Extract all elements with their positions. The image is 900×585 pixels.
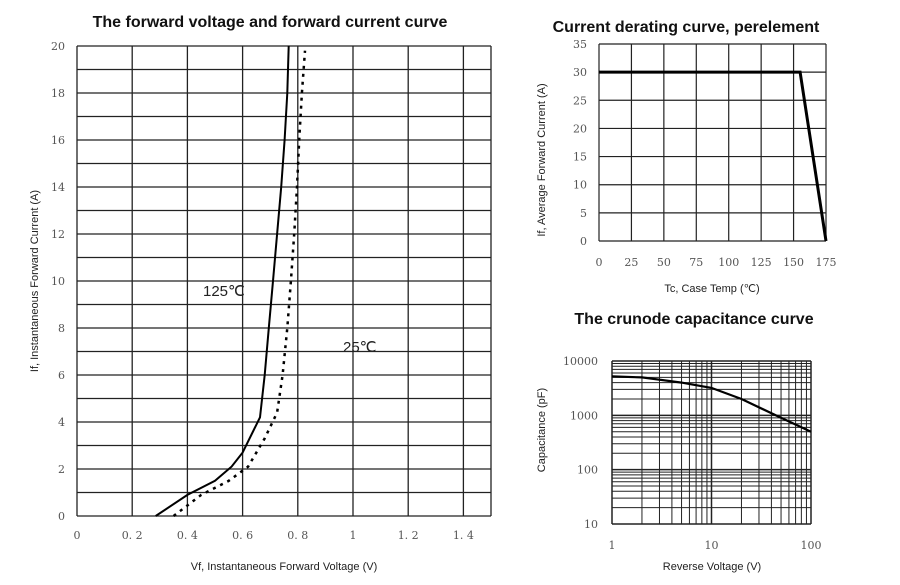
chart2-ytick-label: 30 xyxy=(573,66,587,79)
chart2-ytick-label: 0 xyxy=(580,235,587,248)
chart1-ytick-label: 12 xyxy=(51,228,65,241)
chart2-ytick-label: 35 xyxy=(573,38,587,51)
chart2-xlabel: Tc, Case Temp (℃) xyxy=(664,283,759,295)
chart1-xtick-label: 0. 8 xyxy=(287,529,308,542)
chart1-series-label-25: 25℃ xyxy=(343,339,377,356)
chart1-ytick-label: 2 xyxy=(58,463,65,476)
chart1-xlabel: Vf, Instantaneous Forward Voltage (V) xyxy=(191,561,378,573)
chart1-xtick-label: 1 xyxy=(350,529,357,542)
chart1-xtick-label: 0. 6 xyxy=(232,529,253,542)
chart1-xtick-label: 1. 4 xyxy=(453,529,474,542)
chart2-ytick-label: 5 xyxy=(580,207,587,220)
chart1-ytick-label: 14 xyxy=(51,181,65,194)
chart3-xtick-label: 100 xyxy=(801,539,822,552)
chart1-series-label-125: 125℃ xyxy=(203,283,245,300)
chart3-xtick-label: 10 xyxy=(705,539,719,552)
chart2-xtick-label: 175 xyxy=(816,256,837,269)
chart1-ytick-label: 6 xyxy=(58,369,65,382)
chart2-ytick-label: 25 xyxy=(573,94,587,107)
chart1-ylabel: If, Instantaneous Forward Current (A) xyxy=(29,190,41,372)
chart2-xtick-label: 125 xyxy=(751,256,772,269)
chart3-ylabel: Capacitance (pF) xyxy=(536,388,548,472)
chart2-xtick-label: 100 xyxy=(718,256,739,269)
chart3-ytick-label: 10000 xyxy=(563,355,598,368)
chart3-ytick-label: 1000 xyxy=(570,409,598,422)
chart2-xtick-label: 50 xyxy=(657,256,671,269)
chart2-xtick-label: 0 xyxy=(596,256,603,269)
chart1-ytick-label: 18 xyxy=(51,87,65,100)
chart1-title: The forward voltage and forward current … xyxy=(93,14,448,31)
chart3-xtick-label: 1 xyxy=(609,539,616,552)
chart2-xtick-label: 25 xyxy=(624,256,638,269)
chart3-title: The crunode capacitance curve xyxy=(574,311,813,328)
chart3-ytick-label: 100 xyxy=(577,464,598,477)
chart1-ytick-label: 20 xyxy=(51,40,65,53)
chart1-ytick-label: 8 xyxy=(58,322,65,335)
chart2-title: Current derating curve, perelement xyxy=(553,19,820,36)
chart1-xtick-label: 0 xyxy=(74,529,81,542)
chart1-series-125C-line xyxy=(155,45,290,517)
chart1-xtick-label: 0. 2 xyxy=(122,529,143,542)
chart1-series-25C-line xyxy=(172,50,307,517)
chart2-xtick-label: 75 xyxy=(689,256,703,269)
chart1-ytick-label: 16 xyxy=(51,134,65,147)
chart2-ytick-label: 20 xyxy=(573,122,587,135)
chart3-xlabel: Reverse Voltage (V) xyxy=(663,561,761,573)
chart1-xtick-label: 1. 2 xyxy=(398,529,419,542)
chart1-ytick-label: 10 xyxy=(51,275,65,288)
chart3-capacitance-line xyxy=(611,375,812,433)
chart2-xtick-label: 150 xyxy=(783,256,804,269)
chart3-ytick-label: 10 xyxy=(584,518,598,531)
chart2-ytick-label: 15 xyxy=(573,151,587,164)
chart2-ytick-label: 10 xyxy=(573,179,587,192)
chart1-ytick-label: 0 xyxy=(58,510,65,523)
chart1-xtick-label: 0. 4 xyxy=(177,529,198,542)
chart1-ytick-label: 4 xyxy=(58,416,65,429)
chart2-ylabel: If, Average Forward Current (A) xyxy=(536,83,548,236)
chart2-derating-line xyxy=(599,70,828,242)
